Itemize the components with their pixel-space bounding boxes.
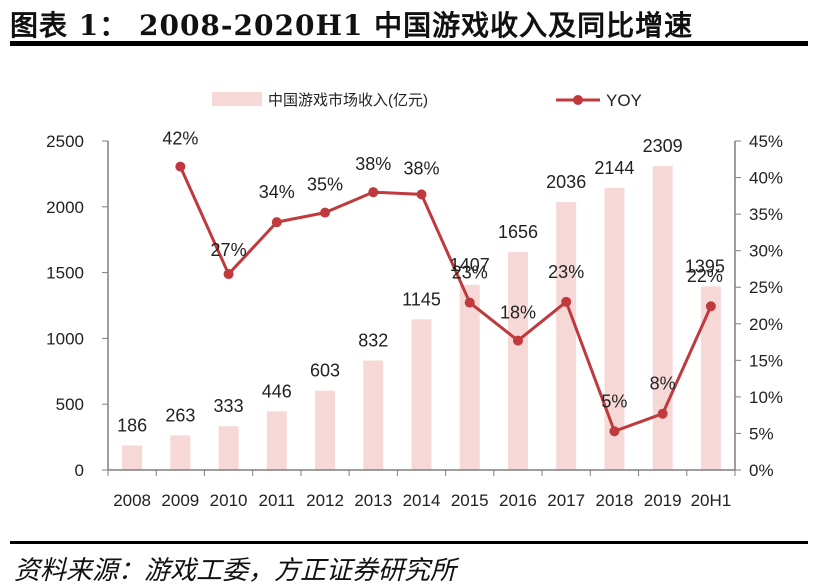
yoy-point-2010 [223,269,234,280]
x-axis: 2008 2009 2010 2011 2012 2013 2014 2015 2016 2017… [107,469,736,510]
yoy-value-label: 38% [355,154,391,174]
legend-line-label: YOY [606,91,642,110]
yoy-point-2011 [271,217,282,228]
yoy-point-2012 [320,207,331,218]
legend-bar-label: 中国游戏市场收入(亿元) [268,92,428,109]
legend-bar-swatch [212,92,262,106]
yoy-point-2009 [175,161,186,172]
yoy-point-2014 [416,189,427,200]
yoy-value-label: 18% [500,303,536,323]
yoy-line-series [175,161,716,437]
y-left-tick-label: 0 [75,461,84,480]
yoy-value-label: 23% [548,262,584,282]
bar-2013 [363,360,384,470]
bar-2012 [315,390,336,470]
bar-2011 [266,411,287,470]
x-tick-label: 20H1 [691,491,732,510]
bar-2019 [652,166,673,470]
yoy-value-label: 23% [452,263,488,283]
yoy-value-label: 8% [650,374,676,394]
bar-2017 [556,202,577,471]
y-right-tick-label: 5% [749,424,774,443]
yoy-value-labels: 42% 27% 34% 35% 38% 38% 23% 18% 23% 5% 8% 22% [162,129,723,412]
yoy-point-20H1 [705,301,716,312]
yoy-point-2016 [512,335,523,346]
x-tick-label: 2015 [451,491,489,510]
yoy-value-label: 35% [307,175,343,195]
y-axis-left: 0 500 1000 1500 2000 2500 [46,132,109,480]
x-tick-label: 2014 [403,491,441,510]
x-tick-label: 2010 [210,491,248,510]
yoy-point-2017 [561,296,572,307]
chart-title: 图表 1： 2008-2020H1 中国游戏收入及同比增速 [10,9,694,42]
bar-value-label: 446 [262,381,292,401]
chart-area: 中国游戏市场收入(亿元) YOY 2008 2009 2010 2011 2012 201… [46,91,783,510]
x-tick-label: 2008 [113,491,151,510]
legend: 中国游戏市场收入(亿元) YOY [212,91,642,110]
yoy-value-label: 5% [601,391,627,411]
y-right-tick-label: 20% [749,315,783,334]
y-right-tick-label: 10% [749,388,783,407]
bar-2008 [122,445,143,470]
y-left-tick-label: 1000 [46,329,84,348]
source-note: 资料来源：游戏工委，方正证券研究所 [14,556,457,586]
bar-2018 [604,187,625,470]
yoy-point-2013 [368,187,379,198]
bar-value-label: 832 [358,331,388,351]
x-tick-label: 2009 [161,491,199,510]
yoy-line [178,165,713,433]
bar-2014 [411,319,432,470]
x-tick-label: 2019 [644,491,682,510]
yoy-point-2019 [657,408,668,419]
bar-value-label: 2144 [594,158,634,178]
x-tick-label: 2011 [259,491,296,510]
y-right-tick-label: 40% [749,169,783,188]
x-tick-label: 2016 [499,491,537,510]
y-right-tick-label: 45% [749,132,783,151]
bar-2016 [507,252,528,470]
source-rule [10,541,808,544]
y-right-tick-label: 0% [749,461,774,480]
bar-2015 [459,284,480,470]
y-right-tick-label: 15% [749,351,783,370]
yoy-value-label: 34% [259,182,295,202]
title-rule [10,41,808,46]
bar-2009 [170,435,191,470]
yoy-point-2018 [609,426,620,437]
bar-series [122,166,721,471]
bar-20H1 [700,286,721,470]
y-left-tick-label: 2500 [46,132,84,151]
legend-line-marker [573,95,583,105]
y-axis-right: 0% 5% 10% 15% 20% 25% 30% 35% 40% 45% [734,132,783,480]
y-right-tick-label: 30% [749,242,783,261]
yoy-value-label: 22% [687,266,723,286]
y-right-tick-label: 25% [749,278,783,297]
bar-value-label: 1656 [498,222,538,242]
yoy-point-2015 [464,297,475,308]
bar-value-label: 2309 [643,136,683,156]
x-tick-label: 2012 [306,491,344,510]
yoy-value-label: 38% [403,158,439,178]
bar-value-label: 1395 [685,256,725,276]
bar-value-labels: 186 263 333 446 603 832 1145 1407 1656 2036 2144 23… [117,136,725,435]
bar-value-label: 333 [214,396,244,416]
x-tick-label: 2018 [596,491,634,510]
yoy-value-label: 42% [162,129,198,149]
yoy-value-label: 27% [211,240,247,260]
bar-2010 [218,426,239,470]
bar-value-label: 263 [165,405,195,425]
y-left-tick-label: 1500 [46,264,84,283]
x-tick-label: 2013 [354,491,392,510]
y-right-tick-label: 35% [749,205,783,224]
bar-value-label: 186 [117,416,147,436]
x-tick-label: 2017 [547,491,585,510]
y-left-tick-label: 2000 [46,198,84,217]
bar-value-label: 2036 [546,172,586,192]
y-left-tick-label: 500 [56,395,84,414]
bar-value-label: 1145 [402,289,441,309]
bar-value-label: 1407 [450,255,490,275]
bar-value-label: 603 [310,361,340,381]
